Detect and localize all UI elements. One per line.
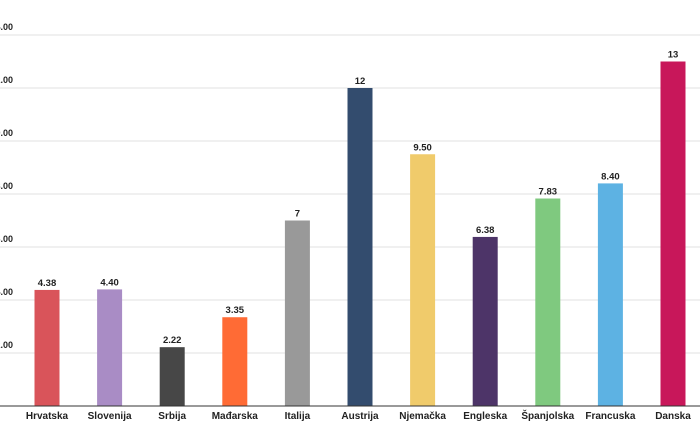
x-tick-label: Austrija (341, 411, 379, 422)
y-tick-label: 4.00 (0, 287, 13, 297)
data-label: 7.83 (539, 187, 558, 198)
data-label: 13 (668, 50, 679, 61)
data-label: 4.40 (100, 277, 119, 288)
x-tick-label: Mađarska (212, 411, 259, 422)
bar (284, 220, 310, 406)
x-tick-label: Francuska (585, 411, 635, 422)
bar (410, 154, 436, 406)
y-tick-label: 12.00 (0, 75, 13, 85)
y-tick-label: 14.00 (0, 22, 13, 32)
x-tick-label: Slovenija (88, 411, 132, 422)
y-axis-ticks: 2.00 4.00 6.00 8.00 10.00 12.00 14.00 (0, 22, 13, 350)
data-label: 9.50 (413, 142, 432, 153)
y-tick-label: 10.00 (0, 128, 13, 138)
x-tick-label: Engleska (463, 411, 507, 422)
data-labels: 4.38 4.40 2.22 3.35 7 12 9.50 6.38 7.83 8.40 13 (38, 50, 679, 347)
bar (34, 289, 60, 406)
data-label: 7 (295, 209, 300, 220)
data-label: 4.38 (38, 278, 57, 289)
bar (660, 61, 686, 406)
data-label: 2.22 (163, 335, 182, 346)
bar (97, 289, 123, 406)
x-tick-label: Italija (285, 411, 311, 422)
x-tick-label: Španjolska (521, 409, 574, 422)
y-tick-label: 2.00 (0, 340, 13, 350)
y-tick-label: 8.00 (0, 181, 13, 191)
data-label: 3.35 (226, 305, 245, 316)
x-tick-label: Danska (655, 411, 691, 422)
x-tick-label: Njemačka (399, 411, 446, 422)
bar (222, 317, 248, 406)
bars (34, 61, 686, 406)
data-label: 12 (355, 76, 366, 87)
bar (159, 347, 185, 406)
bar (535, 198, 561, 406)
data-label: 8.40 (601, 171, 620, 182)
y-tick-label: 6.00 (0, 234, 13, 244)
x-tick-label: Srbija (158, 411, 186, 422)
data-label: 6.38 (476, 225, 495, 236)
bar (597, 183, 623, 406)
bar (472, 236, 498, 406)
bar (347, 88, 373, 406)
x-tick-label: Hrvatska (26, 411, 69, 422)
x-axis-ticks: Hrvatska Slovenija Srbija Mađarska Italija Au… (26, 409, 691, 422)
